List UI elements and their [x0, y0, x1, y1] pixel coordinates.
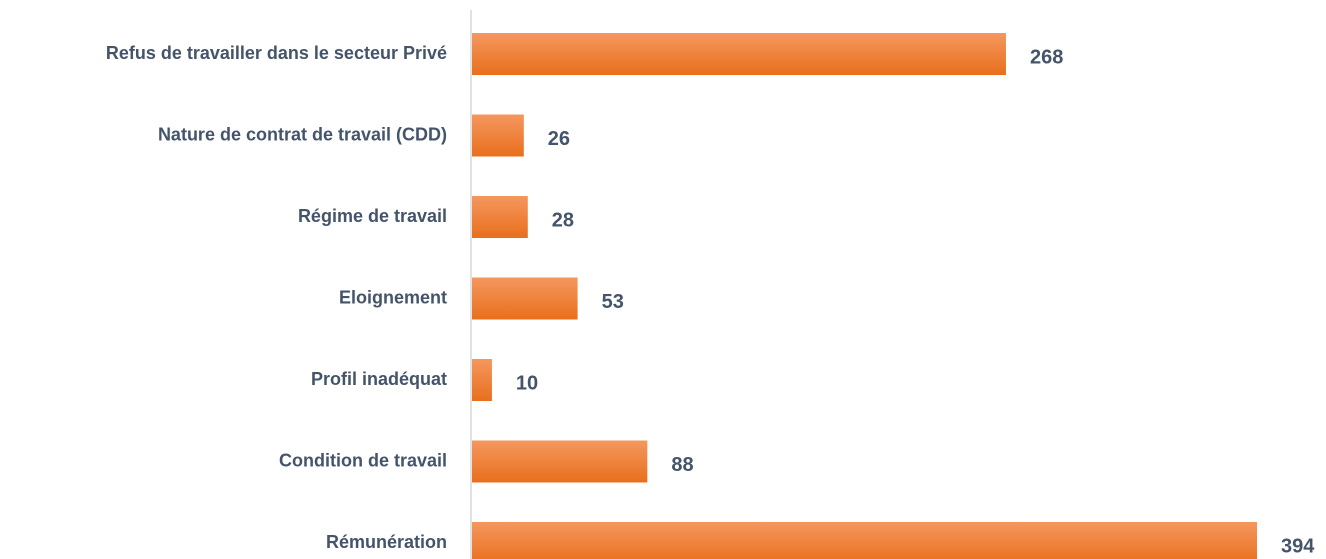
bar [472, 196, 528, 238]
data-label: 88 [671, 454, 693, 476]
y-tick-label: Régime de travail [298, 206, 447, 226]
data-label: 394 [1281, 535, 1315, 557]
bar [472, 114, 524, 157]
y-tick-label: Condition de travail [279, 450, 447, 470]
y-tick-label: Eloignement [339, 287, 447, 307]
y-tick-label: Rémunération [326, 532, 447, 552]
y-tick-label: Profil inadéquat [311, 369, 447, 389]
data-label: 10 [516, 372, 538, 394]
bar [472, 33, 1006, 75]
data-label: 53 [602, 291, 624, 313]
data-label: 268 [1030, 46, 1063, 68]
bar [472, 440, 648, 483]
bar [472, 359, 492, 401]
data-label: 26 [548, 128, 570, 150]
bar [472, 522, 1257, 559]
y-tick-label: Refus de travailler dans le secteur Priv… [106, 43, 447, 63]
bar [472, 277, 578, 320]
data-label: 28 [552, 209, 574, 231]
y-tick-label: Nature de contrat de travail (CDD) [158, 124, 447, 144]
